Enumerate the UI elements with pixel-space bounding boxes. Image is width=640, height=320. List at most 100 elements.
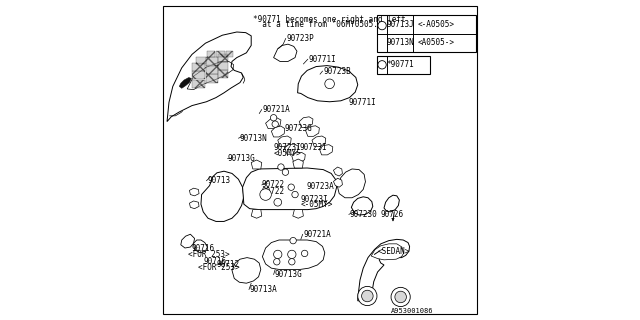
- Bar: [192, 71, 205, 79]
- Bar: [218, 54, 228, 62]
- Text: *90771: *90771: [387, 60, 415, 69]
- Circle shape: [273, 250, 282, 259]
- Polygon shape: [392, 218, 394, 221]
- Circle shape: [278, 164, 284, 170]
- Polygon shape: [312, 136, 326, 147]
- Polygon shape: [292, 152, 305, 163]
- Circle shape: [301, 250, 308, 257]
- Text: 90721A: 90721A: [262, 105, 290, 114]
- Polygon shape: [251, 160, 262, 169]
- Bar: [206, 74, 218, 83]
- Polygon shape: [371, 244, 404, 260]
- Text: <-A0505>: <-A0505>: [417, 20, 454, 29]
- Text: 90726: 90726: [381, 210, 404, 219]
- Text: 90716: 90716: [191, 244, 214, 253]
- Text: <-05MY>: <-05MY>: [301, 200, 333, 209]
- Text: 90713A: 90713A: [250, 285, 277, 294]
- Text: *90771 becomes one right and left: *90771 becomes one right and left: [253, 15, 405, 24]
- Text: at a time from ’06MY0505.: at a time from ’06MY0505.: [253, 20, 378, 29]
- Polygon shape: [300, 117, 313, 127]
- Polygon shape: [358, 239, 410, 301]
- Polygon shape: [274, 44, 297, 61]
- Circle shape: [395, 291, 406, 303]
- Circle shape: [288, 184, 294, 190]
- Polygon shape: [181, 234, 195, 248]
- Circle shape: [362, 290, 373, 302]
- Bar: [196, 57, 206, 64]
- Circle shape: [289, 259, 295, 265]
- Text: 90771I: 90771I: [308, 55, 336, 64]
- Circle shape: [290, 237, 296, 244]
- Text: 90713: 90713: [207, 176, 230, 185]
- Text: 2: 2: [272, 115, 275, 120]
- Text: <A0505->: <A0505->: [417, 38, 454, 47]
- Text: 2: 2: [284, 170, 287, 175]
- Bar: [207, 51, 215, 57]
- Polygon shape: [189, 201, 199, 209]
- Polygon shape: [179, 77, 191, 88]
- Text: 90716: 90716: [204, 257, 227, 266]
- Text: A953001086: A953001086: [390, 308, 433, 314]
- Text: 90723I: 90723I: [300, 143, 327, 152]
- Text: 90723P: 90723P: [287, 34, 314, 43]
- Polygon shape: [319, 145, 333, 155]
- Circle shape: [288, 250, 296, 259]
- Circle shape: [378, 61, 387, 69]
- Text: 90722: 90722: [262, 187, 285, 196]
- Text: 2: 2: [291, 238, 295, 243]
- Text: 90723G: 90723G: [285, 124, 312, 132]
- Text: 2: 2: [380, 62, 384, 68]
- Polygon shape: [292, 159, 303, 168]
- Bar: [377, 56, 430, 74]
- Polygon shape: [384, 195, 399, 212]
- Circle shape: [358, 286, 377, 306]
- Polygon shape: [201, 171, 244, 221]
- Text: 1: 1: [380, 23, 384, 28]
- Polygon shape: [306, 126, 319, 136]
- Text: 90723I: 90723I: [301, 195, 328, 204]
- Polygon shape: [167, 32, 251, 122]
- Text: 90713G: 90713G: [227, 154, 255, 163]
- Polygon shape: [232, 258, 261, 283]
- Bar: [377, 15, 476, 52]
- Polygon shape: [292, 210, 303, 218]
- Circle shape: [272, 121, 278, 127]
- Bar: [206, 57, 218, 66]
- Text: 90713N: 90713N: [386, 38, 414, 47]
- Text: 90771I: 90771I: [349, 98, 376, 107]
- Bar: [192, 63, 205, 71]
- Text: 90723I: 90723I: [274, 143, 301, 152]
- Polygon shape: [266, 118, 281, 129]
- Text: 907230: 907230: [349, 210, 377, 219]
- Circle shape: [282, 169, 289, 175]
- Circle shape: [260, 189, 271, 200]
- Text: 90723B: 90723B: [323, 67, 351, 76]
- Text: 90722: 90722: [262, 180, 285, 189]
- Bar: [218, 62, 228, 70]
- Text: 90723A: 90723A: [307, 182, 334, 191]
- Polygon shape: [298, 66, 358, 102]
- Polygon shape: [285, 144, 298, 154]
- Polygon shape: [278, 136, 291, 147]
- Bar: [216, 51, 225, 57]
- Polygon shape: [333, 178, 342, 187]
- Circle shape: [271, 115, 277, 121]
- Circle shape: [324, 79, 335, 89]
- Polygon shape: [271, 126, 285, 137]
- Polygon shape: [351, 197, 372, 215]
- Text: 90712: 90712: [217, 260, 240, 269]
- Polygon shape: [189, 188, 199, 196]
- Bar: [206, 65, 218, 74]
- Bar: [226, 51, 233, 57]
- Text: 2: 2: [279, 164, 283, 170]
- Circle shape: [378, 21, 387, 30]
- Text: <FOR 253>: <FOR 253>: [188, 250, 230, 259]
- Polygon shape: [243, 168, 337, 210]
- Polygon shape: [193, 240, 207, 253]
- Polygon shape: [338, 169, 365, 198]
- Polygon shape: [333, 167, 342, 176]
- Text: <05MY>: <05MY>: [274, 149, 301, 158]
- Text: <FOR 253>: <FOR 253>: [198, 263, 240, 272]
- Bar: [218, 70, 228, 78]
- Text: 90713G: 90713G: [275, 270, 302, 279]
